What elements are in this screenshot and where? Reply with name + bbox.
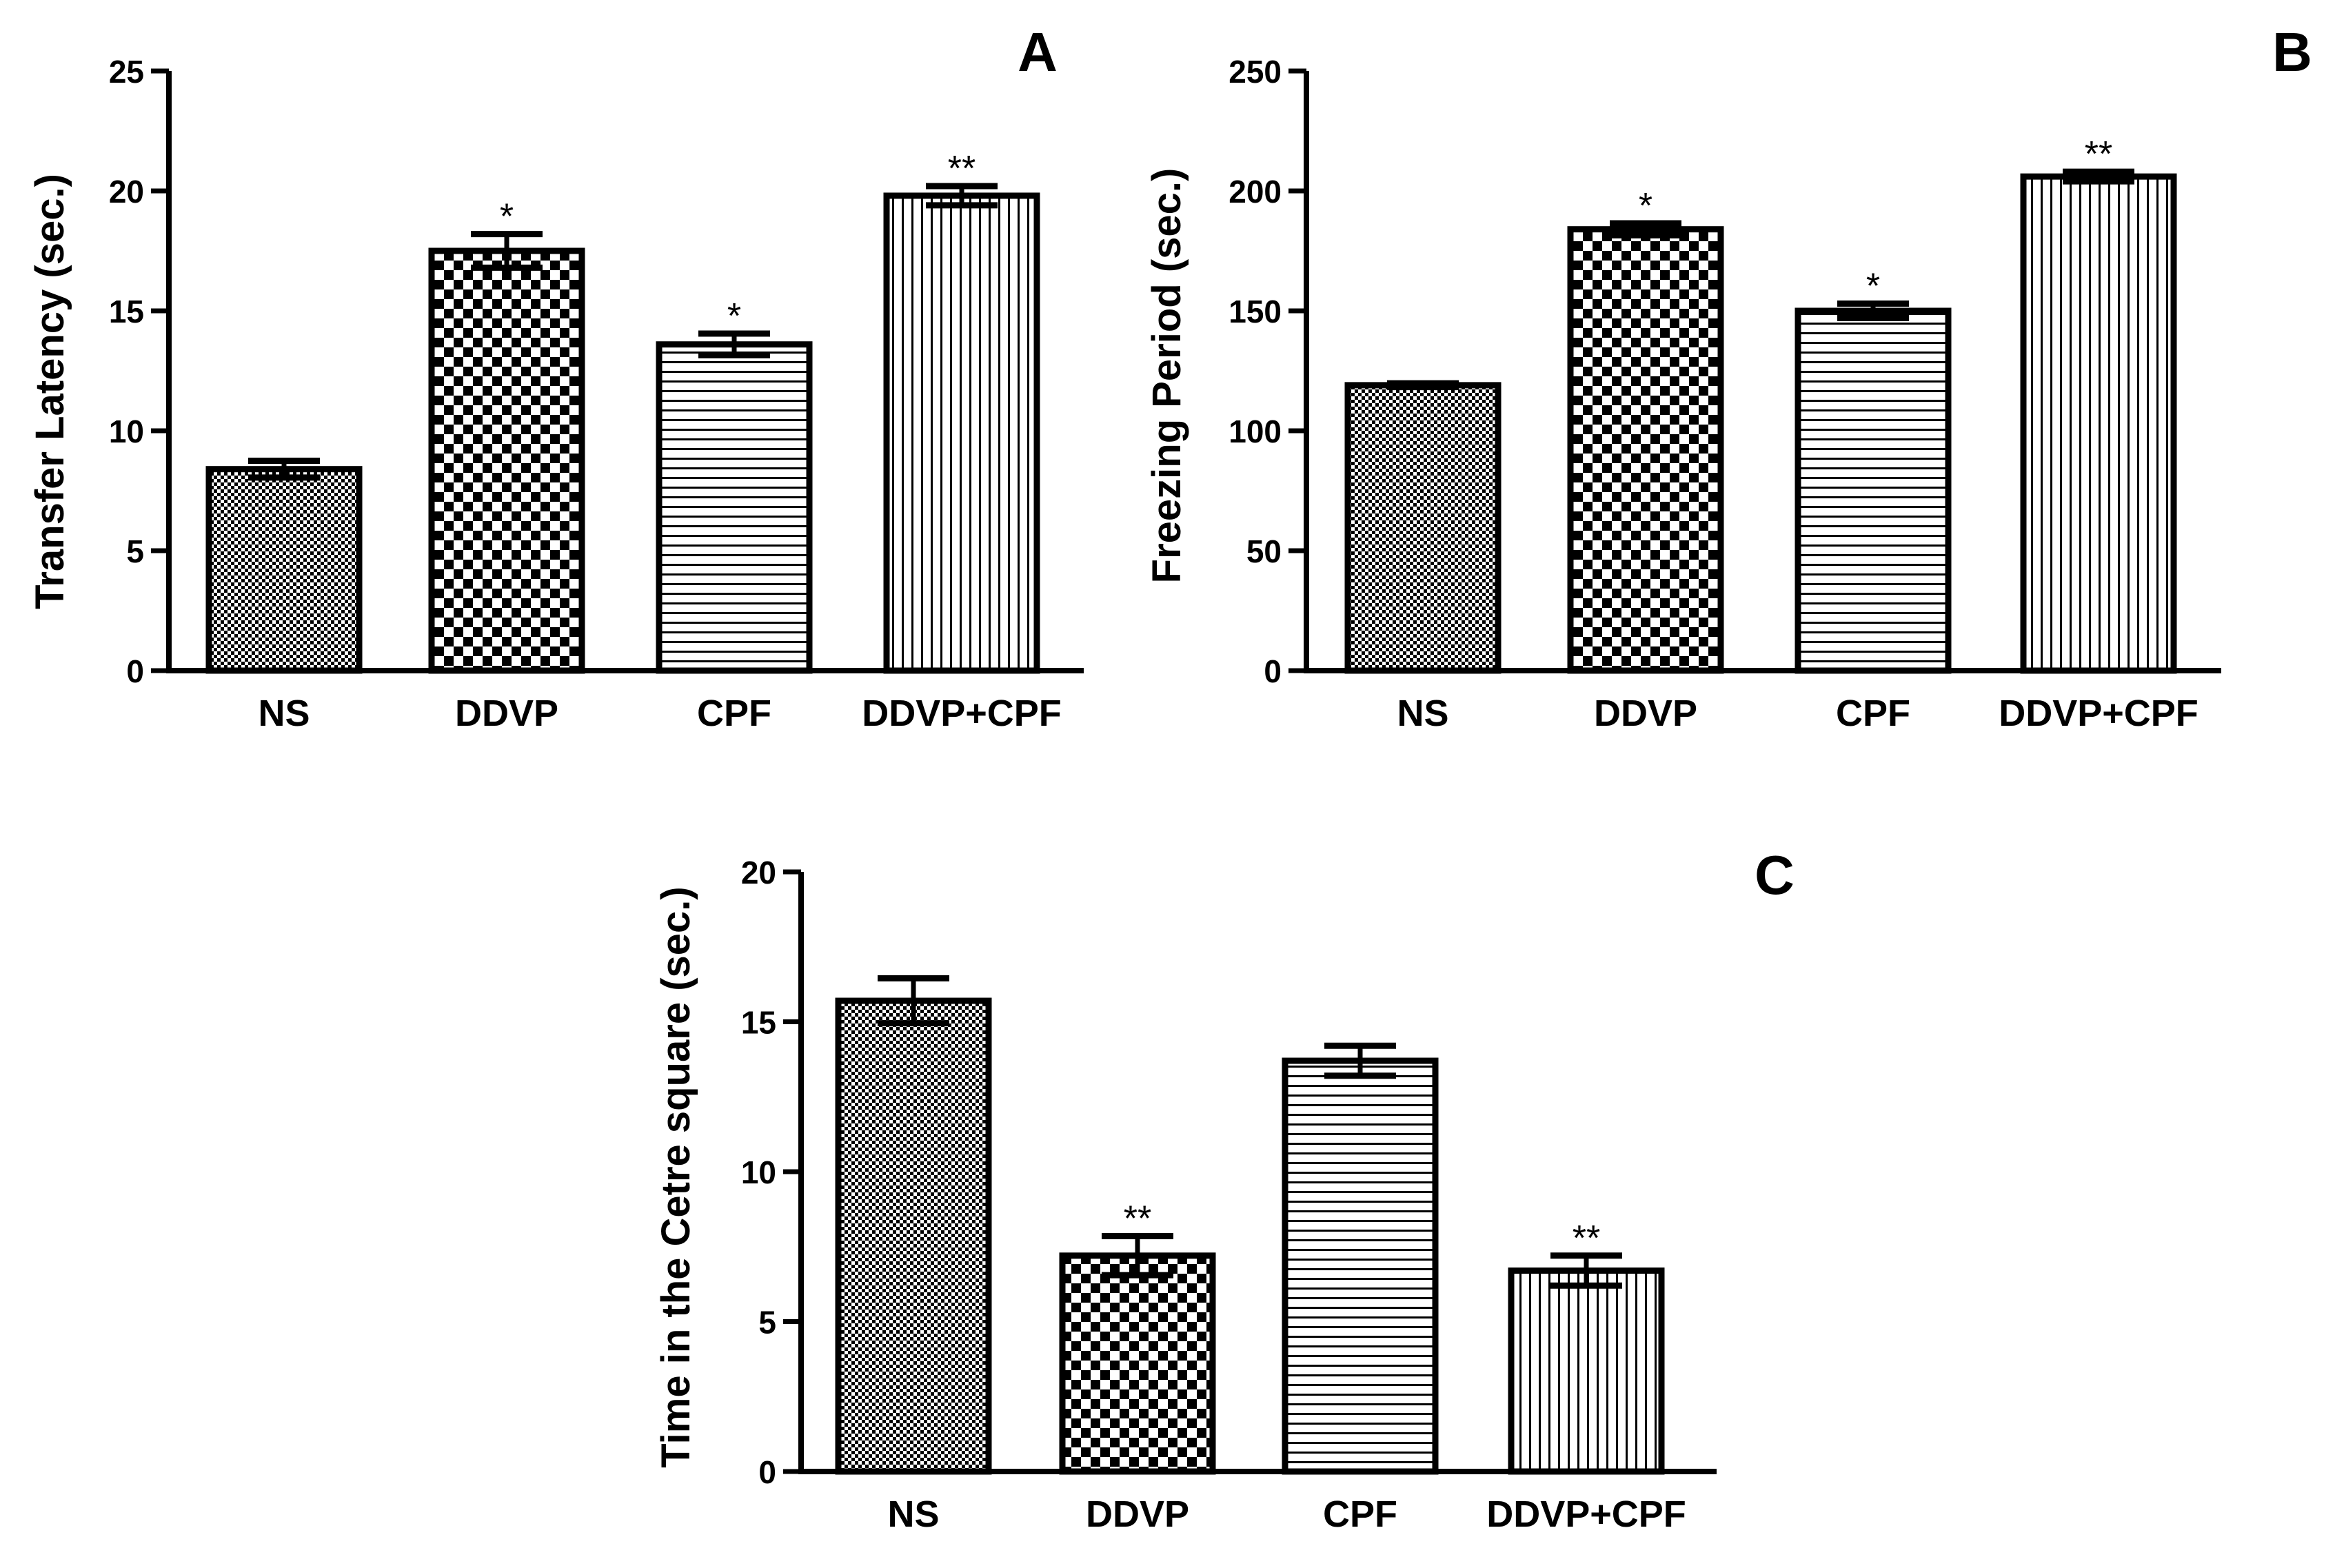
y-tick-label: 20	[109, 174, 144, 210]
y-tick-label: 25	[109, 54, 144, 90]
significance-marker: **	[1124, 1199, 1151, 1239]
bar-c-ddvp	[1059, 1252, 1216, 1475]
bar-a-ns	[205, 466, 363, 674]
y-tick-label: 15	[741, 1005, 776, 1041]
bar-b-ddvp	[1567, 226, 1724, 674]
bar-b-ns	[1344, 382, 1502, 674]
bar-c-cpf	[1282, 1057, 1439, 1475]
y-tick-label: 10	[741, 1154, 776, 1190]
y-tick-label: 150	[1229, 294, 1282, 329]
bar-a-ddvp-cpf	[883, 192, 1040, 674]
panel-a-letter: A	[1018, 21, 1058, 83]
bar-b-cpf	[1795, 307, 1952, 674]
x-tick-label: DDVP+CPF	[1999, 693, 2198, 734]
x-tick-label: NS	[258, 693, 310, 734]
bar-a-cpf	[656, 341, 813, 674]
y-tick-label: 0	[758, 1454, 776, 1490]
panel-c-y-axis-title: Time in the Cetre square (sec.)	[654, 886, 698, 1467]
x-tick-label: DDVP+CPF	[862, 693, 1062, 734]
y-tick-label: 0	[1264, 653, 1282, 689]
x-tick-label: CPF	[697, 693, 771, 734]
panel-b-letter: B	[2272, 21, 2312, 83]
panel-c-letter: C	[1755, 844, 1795, 906]
significance-marker: *	[1866, 267, 1880, 307]
significance-marker: **	[2085, 134, 2112, 174]
y-tick-label: 20	[741, 855, 776, 890]
x-tick-label: NS	[1397, 693, 1448, 734]
significance-marker: *	[727, 296, 741, 336]
y-tick-label: 250	[1229, 54, 1282, 90]
x-tick-label: CPF	[1836, 693, 1910, 734]
significance-marker: **	[948, 149, 976, 189]
y-tick-label: 5	[126, 533, 144, 569]
y-tick-label: 10	[109, 414, 144, 449]
y-tick-label: 0	[126, 653, 144, 689]
significance-marker: *	[500, 197, 514, 237]
x-tick-label: DDVP	[1086, 1494, 1189, 1535]
x-tick-label: DDVP	[1594, 693, 1697, 734]
panel-a-y-axis-title: Transfer Latency (sec.)	[28, 174, 72, 609]
y-tick-label: 5	[758, 1305, 776, 1341]
y-tick-label: 200	[1229, 174, 1282, 210]
bar-a-ddvp	[428, 247, 585, 674]
y-tick-label: 50	[1246, 533, 1282, 569]
x-tick-label: CPF	[1323, 1494, 1397, 1535]
x-tick-label: NS	[887, 1494, 939, 1535]
bar-b-ddvp-cpf	[2020, 173, 2177, 674]
panel-b-y-axis-title: Freezing Period (sec.)	[1144, 168, 1189, 584]
panel-c-chart: C Time in the Cetre square (sec.) NS ** DD…	[654, 844, 1795, 1535]
x-tick-label: DDVP+CPF	[1486, 1494, 1686, 1535]
bar-c-ns	[835, 997, 992, 1475]
panel-b-chart: B Freezing Period (sec.) NS * DDVP * CPF ** DD…	[1144, 21, 2312, 734]
significance-marker: *	[1639, 186, 1652, 226]
panel-a-chart: A Transfer Latency (sec.) NS * DDVP * CPF ** D…	[28, 21, 1084, 734]
y-tick-label: 15	[109, 294, 144, 329]
bar-c-ddvp-cpf	[1508, 1267, 1665, 1475]
significance-marker: **	[1573, 1219, 1600, 1259]
y-tick-label: 100	[1229, 414, 1282, 449]
x-tick-label: DDVP	[455, 693, 558, 734]
